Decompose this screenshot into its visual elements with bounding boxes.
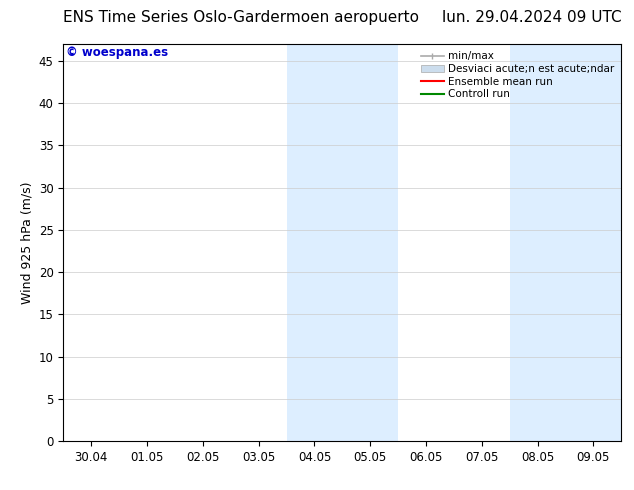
Text: ENS Time Series Oslo-Gardermoen aeropuerto: ENS Time Series Oslo-Gardermoen aeropuer… (63, 10, 420, 24)
Text: lun. 29.04.2024 09 UTC: lun. 29.04.2024 09 UTC (442, 10, 621, 24)
Text: © woespana.es: © woespana.es (66, 46, 168, 59)
Y-axis label: Wind 925 hPa (m/s): Wind 925 hPa (m/s) (20, 181, 33, 304)
Bar (510, 44, 621, 441)
Legend: min/max, Desviaci acute;n est acute;ndar, Ensemble mean run, Controll run: min/max, Desviaci acute;n est acute;ndar… (418, 49, 616, 101)
Bar (287, 44, 398, 441)
